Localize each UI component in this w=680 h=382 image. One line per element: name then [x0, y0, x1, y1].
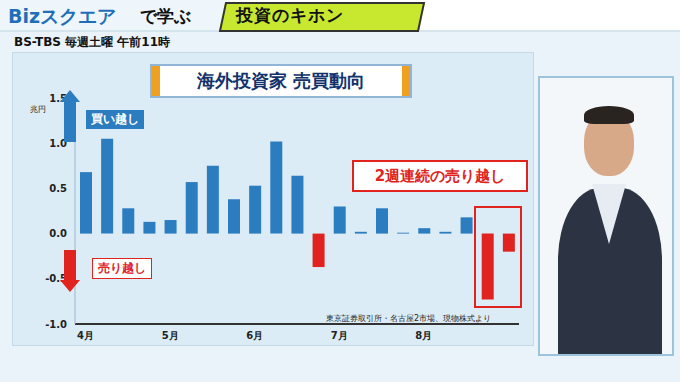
- html-text:東京証券取引所・名古屋2市場、現物株式より: 東京証券取引所・名古屋2市場、現物株式より: [326, 314, 492, 323]
- svg-text:-1.0: -1.0: [45, 319, 67, 330]
- html-text:投資のキホン: 投資のキホン: [236, 5, 344, 25]
- html-text:2週連続の売り越し: 2週連続の売り越し: [374, 167, 506, 185]
- svg-text:7月: 7月: [331, 330, 348, 341]
- html-text:で学ぶ: で学ぶ: [140, 6, 191, 26]
- html-text:海外投資家 売買動向: 海外投資家 売買動向: [196, 70, 366, 91]
- html-text:Bizスクエア: Bizスクエア: [8, 5, 117, 27]
- svg-text:0.0: 0.0: [49, 228, 67, 239]
- html-text:BS-TBS 毎週土曜 午前11時: BS-TBS 毎週土曜 午前11時: [14, 35, 170, 49]
- html-text:買い越し: 買い越し: [91, 112, 139, 126]
- svg-text:1.5: 1.5: [49, 92, 67, 104]
- svg-text:6月: 6月: [246, 330, 263, 341]
- svg-text:8月: 8月: [415, 330, 432, 341]
- html-text:兆円: 兆円: [30, 105, 46, 114]
- html-text:売り越し: 売り越し: [98, 261, 146, 275]
- svg-text:1.0: 1.0: [49, 137, 67, 149]
- svg-text:-0.5: -0.5: [45, 273, 67, 285]
- svg-text:0.5: 0.5: [49, 183, 67, 194]
- svg-text:5月: 5月: [162, 330, 179, 341]
- svg-text:4月: 4月: [77, 330, 94, 341]
